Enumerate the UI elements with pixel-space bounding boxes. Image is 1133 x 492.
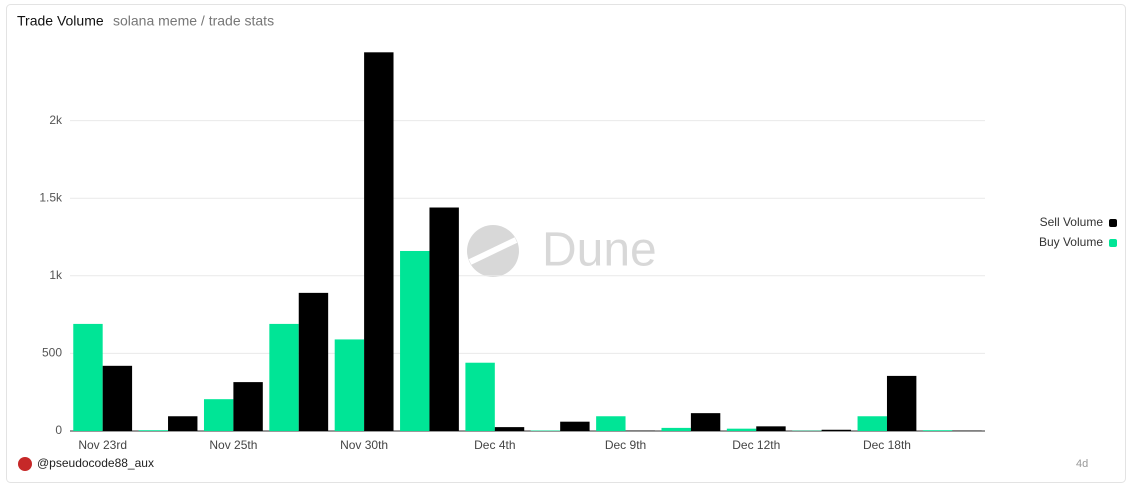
x-tick-label: Dec 9th bbox=[605, 438, 646, 452]
x-tick-label: Nov 23rd bbox=[78, 438, 127, 452]
y-tick-label: 0 bbox=[55, 423, 62, 437]
period: 4d bbox=[1076, 458, 1088, 470]
x-tick-label: Nov 25th bbox=[209, 438, 257, 452]
bar bbox=[857, 416, 887, 431]
bar bbox=[364, 52, 394, 431]
watermark-text: Dune bbox=[542, 224, 657, 277]
bar bbox=[886, 375, 917, 431]
bar bbox=[661, 427, 691, 431]
y-tick-label: 500 bbox=[42, 346, 62, 360]
bar bbox=[494, 427, 525, 431]
legend-label: Sell Volume bbox=[1040, 215, 1104, 229]
bar bbox=[690, 413, 721, 431]
y-tick-label: 1.5k bbox=[39, 190, 63, 204]
watermark-logo-stripe bbox=[468, 237, 518, 265]
legend-label: Buy Volume bbox=[1039, 235, 1103, 249]
bar bbox=[138, 430, 169, 431]
chart-subtitle: solana meme / trade stats bbox=[113, 13, 274, 29]
chart-title: Trade Volume bbox=[17, 13, 104, 29]
watermark-logo bbox=[467, 225, 519, 277]
bar bbox=[400, 250, 430, 431]
bar bbox=[821, 429, 852, 431]
bar bbox=[922, 430, 953, 431]
avatar bbox=[18, 457, 32, 471]
bar bbox=[334, 339, 365, 431]
bar bbox=[102, 365, 133, 431]
author: @pseudocode88_aux bbox=[37, 456, 154, 470]
x-tick-label: Dec 18th bbox=[863, 438, 911, 452]
legend-swatch bbox=[1109, 239, 1117, 247]
bar bbox=[73, 323, 103, 431]
bar bbox=[168, 416, 198, 431]
y-tick-label: 2k bbox=[49, 113, 63, 127]
bar bbox=[560, 421, 590, 431]
x-tick-label: Nov 30th bbox=[340, 438, 388, 452]
bar bbox=[429, 207, 459, 431]
y-tick-label: 1k bbox=[49, 268, 63, 282]
bar bbox=[756, 426, 786, 431]
bar bbox=[726, 428, 757, 431]
bar bbox=[233, 382, 263, 431]
bar bbox=[465, 362, 495, 431]
bar bbox=[269, 323, 299, 431]
bar bbox=[298, 292, 329, 431]
bar bbox=[203, 399, 234, 431]
bar bbox=[596, 416, 626, 431]
x-tick-label: Dec 4th bbox=[474, 438, 515, 452]
x-tick-label: Dec 12th bbox=[732, 438, 780, 452]
legend-swatch bbox=[1109, 219, 1117, 227]
watermark: Dune bbox=[467, 224, 657, 277]
